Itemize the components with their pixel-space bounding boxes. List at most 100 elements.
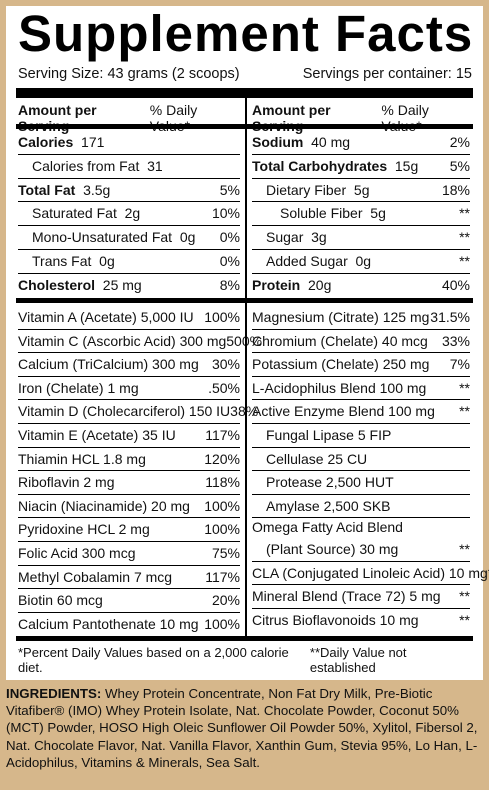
- nutrient-name: Added Sugar: [266, 253, 348, 269]
- nutrient-row: Vitamin E (Acetate) 35 IU 117%: [18, 424, 240, 448]
- nutrient-name: Chromium (Chelate) 40 mcg: [252, 332, 428, 349]
- supplement-facts-panel: [6, 6, 483, 680]
- nutrient-label: Dietary Fiber 5g: [252, 179, 370, 203]
- nutrient-row: Calcium (TriCalcium) 300 mg 30%: [18, 353, 240, 377]
- daily-value: 10%: [211, 205, 240, 222]
- nutrient-label: Riboflavin 2 mg: [18, 471, 115, 495]
- daily-value: 40%: [441, 276, 470, 293]
- nutrient-name: Biotin 60 mcg: [18, 592, 103, 609]
- nutrient-label: Amylase 2,500 SKB: [252, 495, 391, 519]
- nutrient-label: Methyl Cobalamin 7 mcg: [18, 566, 172, 590]
- footnotes: *Percent Daily Values based on a 2,000 c…: [18, 645, 472, 675]
- nutrient-label: Niacin (Niacinamide) 20 mg: [18, 495, 190, 519]
- nutrient-row: Total Fat 3.5g 5%: [18, 179, 240, 203]
- column-divider: [245, 98, 247, 636]
- nutrient-name: Total Carbohydrates: [252, 157, 388, 174]
- servings-per-container: Servings per container: 15: [302, 66, 472, 82]
- nutrient-label: Calcium Pantothenate 10 mg: [18, 613, 199, 637]
- nutrient-amount: 0g: [99, 253, 115, 269]
- nutrient-row: Trans Fat 0g 0%: [18, 250, 240, 274]
- nutrient-label: Calcium (TriCalcium) 300 mg: [18, 353, 199, 377]
- nutrient-label: Sodium 40 mg: [252, 131, 350, 155]
- nutrient-name: Niacin (Niacinamide) 20 mg: [18, 497, 190, 514]
- nutrient-row: Folic Acid 300 mcg 75%: [18, 542, 240, 566]
- nutrient-label: Chromium (Chelate) 40 mcg: [252, 330, 428, 354]
- serving-size: Serving Size: 43 grams (2 scoops): [18, 66, 240, 82]
- panel-title: Supplement Facts: [18, 5, 474, 62]
- nutrient-name: Methyl Cobalamin 7 mcg: [18, 568, 173, 585]
- nutrient-name: CLA (Conjugated Linoleic Acid) 10 mg: [252, 564, 488, 581]
- nutrient-row: Iron (Chelate) 1 mg .50%: [18, 377, 240, 401]
- nutrient-label: Protease 2,500 HUT: [252, 471, 394, 495]
- nutrient-name: Folic Acid 300 mcg: [18, 545, 136, 561]
- nutrient-amount: 3g: [311, 229, 327, 246]
- daily-value: 0%: [219, 229, 240, 246]
- nutrient-name: Calories from Fat: [32, 157, 140, 174]
- left-macros-column: Calories 171 Calories from Fat 31 Total Fa…: [18, 131, 240, 298]
- nutrient-amount: 3.5g: [83, 181, 111, 198]
- daily-value: **: [459, 229, 470, 246]
- nutrient-row: Mineral Blend (Trace 72) 5 mg **: [252, 585, 470, 609]
- nutrient-label: Active Enzyme Blend 100 mg: [252, 400, 435, 424]
- daily-value-header: % Daily Value*: [381, 102, 429, 134]
- nutrient-row: Fungal Lipase 5 FIP: [252, 424, 470, 448]
- nutrient-label: Vitamin A (Acetate) 5,000 IU: [18, 306, 194, 330]
- nutrient-label: Mineral Blend (Trace 72) 5 mg: [252, 585, 441, 609]
- nutrient-amount: 171: [81, 134, 105, 150]
- nutrient-row: Protease 2,500 HUT: [252, 471, 470, 495]
- nutrient-name: Riboflavin 2 mg: [18, 474, 115, 491]
- left-column-header: Amount per Serving % Daily Value*: [18, 102, 240, 134]
- nutrient-row: Mono-Unsaturated Fat 0g 0%: [18, 226, 240, 250]
- nutrient-row: CLA (Conjugated Linoleic Acid) 10 mg**: [252, 562, 489, 586]
- nutrient-label: Cellulase 25 CU: [252, 448, 367, 472]
- nutrient-name: Fungal Lipase 5 FIP: [266, 427, 392, 443]
- daily-value: 100%: [204, 521, 240, 538]
- nutrient-name: Total Fat: [18, 181, 76, 198]
- daily-value: 5%: [449, 157, 470, 174]
- header-divider: [16, 124, 473, 129]
- nutrient-amount: 20g: [308, 276, 332, 293]
- serving-info: Serving Size: 43 grams (2 scoops) Servin…: [18, 66, 472, 82]
- nutrient-row: Vitamin C (Ascorbic Acid) 300 mg500%: [18, 330, 262, 354]
- nutrient-name: Pyridoxine HCL 2 mg: [18, 521, 150, 538]
- nutrient-name: Dietary Fiber: [266, 181, 347, 198]
- nutrient-row: Riboflavin 2 mg 118%: [18, 471, 240, 495]
- daily-value: 100%: [204, 497, 240, 514]
- nutrient-name: Active Enzyme Blend 100 mg: [252, 403, 435, 420]
- nutrient-label: Potassium (Chelate) 250 mg: [252, 353, 429, 377]
- daily-value: 20%: [211, 592, 240, 609]
- ingredients-block: INGREDIENTS: Whey Protein Concentrate, N…: [6, 685, 483, 771]
- nutrient-row: Biotin 60 mcg 20%: [18, 589, 240, 613]
- daily-value: 100%: [204, 309, 240, 325]
- nutrient-name: Iron (Chelate) 1 mg: [18, 379, 139, 396]
- nutrient-label: Omega Fatty Acid Blend (Plant Source) 30 …: [252, 517, 403, 560]
- nutrient-name: Calcium (TriCalcium) 300 mg: [18, 356, 199, 373]
- nutrient-name: Magnesium (Citrate) 125 mg: [252, 309, 430, 325]
- nutrient-name: Cholesterol: [18, 276, 96, 293]
- nutrient-name: Calories: [18, 134, 74, 150]
- nutrient-name: Thiamin HCL 1.8 mg: [18, 450, 146, 467]
- nutrient-label: Total Fat 3.5g: [18, 179, 110, 203]
- nutrient-label: Total Carbohydrates 15g: [252, 155, 418, 179]
- amount-header: Amount per Serving: [18, 102, 97, 134]
- nutrient-label: Vitamin C (Ascorbic Acid) 300 mg: [18, 330, 226, 354]
- daily-value: 7%: [449, 356, 470, 373]
- daily-value: 117%: [205, 568, 240, 585]
- nutrient-row: Potassium (Chelate) 250 mg 7%: [252, 353, 470, 377]
- nutrient-name: Vitamin D (Cholecarciferol) 150 IU: [18, 403, 231, 420]
- nutrient-row: Sodium 40 mg 2%: [252, 131, 470, 155]
- nutrient-row: Vitamin D (Cholecarciferol) 150 IU38%: [18, 400, 258, 424]
- nutrient-name: Soluble Fiber: [280, 205, 363, 222]
- nutrient-name: Mono-Unsaturated Fat: [32, 229, 173, 246]
- nutrient-label: Added Sugar 0g: [252, 250, 371, 274]
- daily-value: 33%: [441, 332, 470, 349]
- nutrient-label: Calories 171: [18, 131, 104, 155]
- nutrient-label: Fungal Lipase 5 FIP: [252, 424, 391, 448]
- nutrient-row: Cellulase 25 CU: [252, 448, 470, 472]
- nutrient-name: L-Acidophilus Blend 100 mg: [252, 379, 427, 396]
- daily-value: .50%: [208, 379, 240, 396]
- amount-header: Amount per Serving: [252, 102, 331, 134]
- nutrient-row: Amylase 2,500 SKB: [252, 495, 470, 519]
- daily-value: 0%: [219, 253, 240, 269]
- daily-value: **: [459, 403, 470, 420]
